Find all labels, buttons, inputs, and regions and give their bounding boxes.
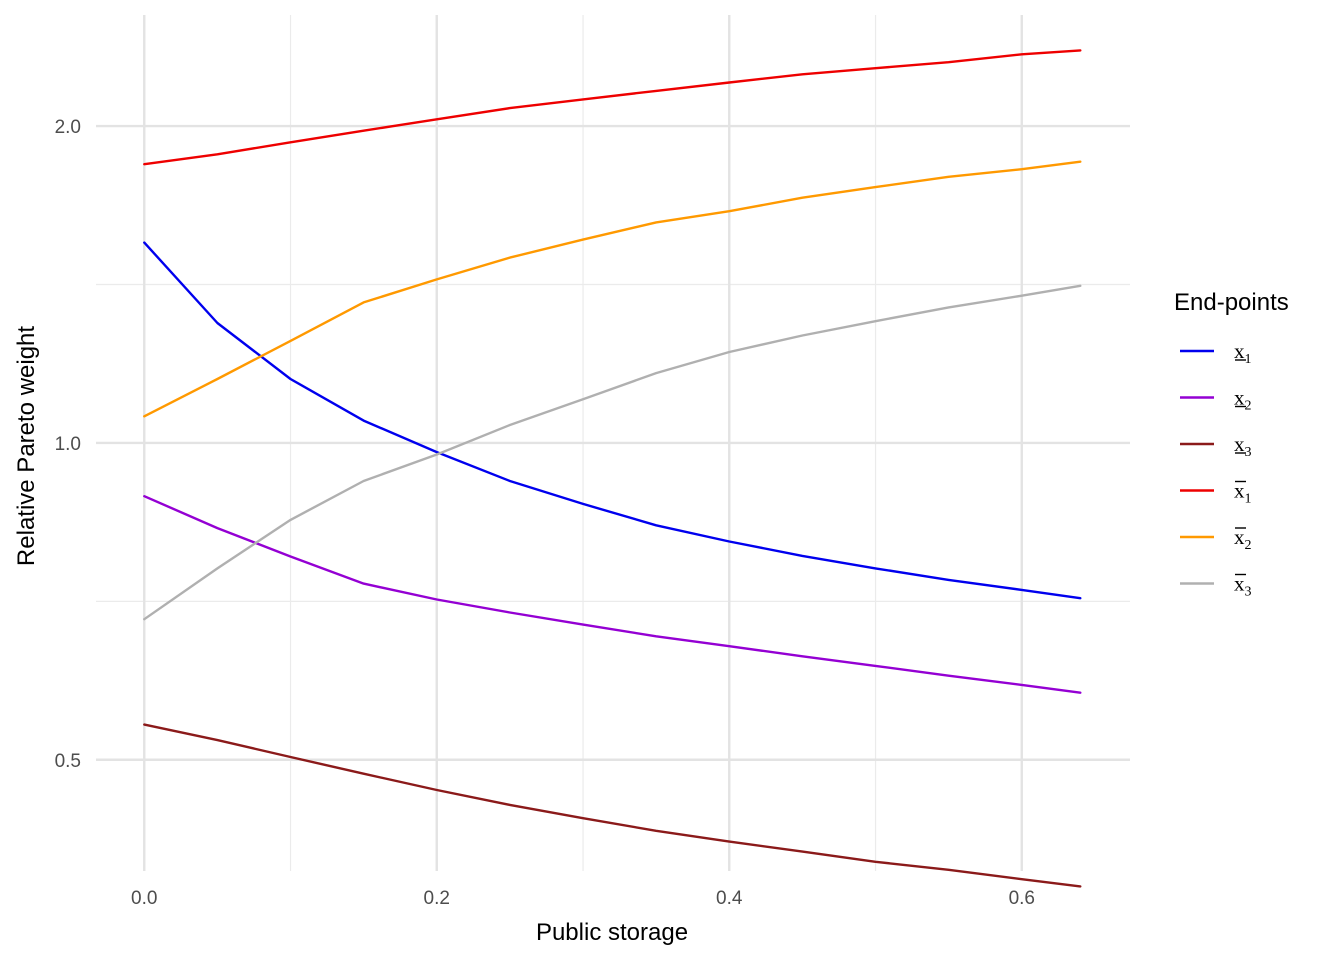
x-tick-label: 0.0 [131, 888, 157, 909]
y-axis-tick-labels: 0.5 1.0 2.0 [55, 117, 81, 772]
series-line-upper-x3 [143, 284, 1082, 621]
series-lines [143, 49, 1082, 888]
series-line-upper-x2 [143, 160, 1082, 418]
x-tick-label: 0.6 [1009, 888, 1035, 909]
legend-items: x1 x2 x3 x1 x2 x3 [1180, 339, 1252, 600]
legend-label: x2 [1234, 386, 1252, 414]
x-tick-label: 0.2 [424, 888, 450, 909]
legend-title: End-points [1174, 289, 1289, 316]
y-tick-label: 1.0 [55, 434, 81, 455]
x-axis-tick-labels: 0.0 0.2 0.4 0.6 [131, 888, 1035, 909]
series-line-lower-x3 [143, 723, 1082, 888]
grid [96, 15, 1130, 871]
legend-item: x1 [1180, 339, 1252, 367]
legend-item: x2 [1180, 525, 1252, 553]
legend-item: x3 [1180, 572, 1252, 600]
legend-item: x3 [1180, 432, 1252, 460]
x-axis-title: Public storage [536, 919, 688, 946]
series-line-lower-x2 [143, 495, 1082, 694]
legend-label: x3 [1234, 432, 1252, 460]
legend-item: x1 [1180, 479, 1252, 507]
y-tick-label: 2.0 [55, 117, 81, 138]
legend: End-points x1 x2 x3 x1 x2 x3 [1174, 289, 1289, 600]
legend-item: x2 [1180, 386, 1252, 414]
legend-label: x1 [1234, 479, 1252, 507]
legend-label: x1 [1234, 339, 1252, 367]
series-line-lower-x1 [143, 241, 1082, 600]
series-line-upper-x1 [143, 49, 1082, 166]
y-tick-label: 0.5 [55, 751, 81, 772]
legend-label: x2 [1234, 525, 1252, 553]
x-tick-label: 0.4 [716, 888, 743, 909]
y-axis-title: Relative Pareto weight [13, 326, 40, 566]
legend-label: x3 [1234, 572, 1252, 600]
